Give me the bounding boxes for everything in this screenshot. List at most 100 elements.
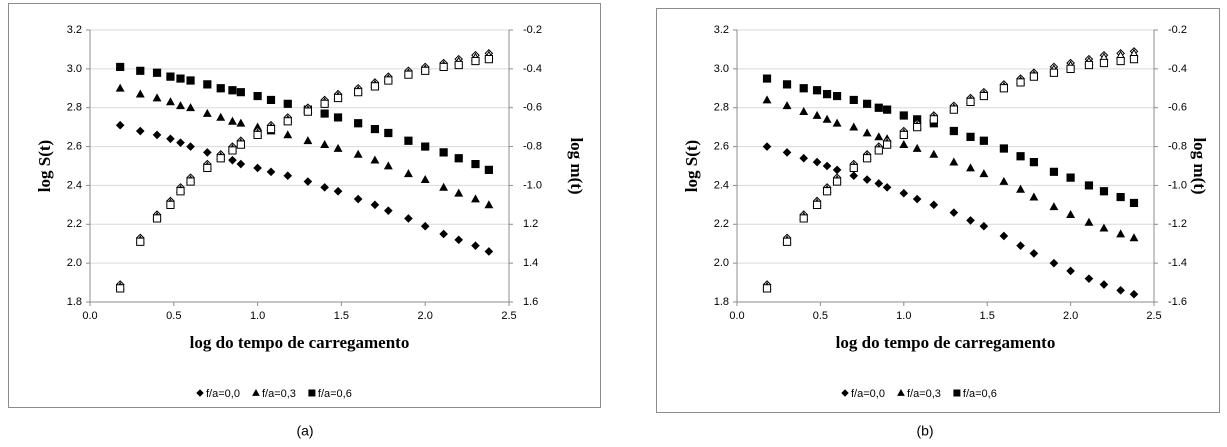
point <box>1116 192 1125 202</box>
point <box>762 95 772 104</box>
point <box>782 237 792 246</box>
point <box>1029 192 1039 201</box>
point <box>1066 173 1075 182</box>
point <box>1066 266 1075 276</box>
y2-tick-label: -0.8 <box>523 140 542 152</box>
panel-frame <box>8 3 601 408</box>
point <box>333 186 343 196</box>
point <box>832 177 842 186</box>
point <box>979 221 989 231</box>
point <box>471 241 480 250</box>
point <box>333 143 343 152</box>
point <box>176 187 185 196</box>
legend-marker <box>308 389 316 397</box>
legend-marker <box>841 389 849 397</box>
y-tick-label: 2.0 <box>714 257 729 269</box>
point <box>186 177 195 186</box>
y2-tick-label: -0.4 <box>1168 63 1187 75</box>
point <box>966 132 975 141</box>
point <box>253 91 262 101</box>
point <box>1049 258 1059 268</box>
y-tick-label: 3.0 <box>67 63 82 75</box>
legend-marker <box>897 388 905 396</box>
point <box>216 154 225 163</box>
point <box>822 187 832 196</box>
point <box>484 247 494 256</box>
point <box>1016 184 1026 193</box>
point <box>782 148 792 157</box>
point <box>762 284 772 293</box>
point <box>863 99 872 108</box>
point <box>176 74 185 83</box>
point <box>384 206 393 215</box>
point <box>320 183 329 192</box>
point <box>799 84 808 93</box>
point <box>1099 280 1109 289</box>
point <box>236 88 245 97</box>
point <box>812 200 822 209</box>
point <box>1129 233 1139 242</box>
point <box>822 90 832 99</box>
point <box>320 109 329 118</box>
point <box>253 163 262 173</box>
point <box>999 231 1009 241</box>
y-tick-label: 1.8 <box>67 296 82 308</box>
point <box>1016 152 1025 161</box>
point <box>404 70 413 79</box>
point <box>1129 198 1139 208</box>
point <box>353 149 363 158</box>
point <box>228 146 237 155</box>
point <box>979 136 988 145</box>
point <box>166 72 175 81</box>
point <box>135 89 145 98</box>
point <box>236 159 246 169</box>
y2-tick-label: -0.8 <box>1168 140 1187 152</box>
point <box>454 154 463 163</box>
point <box>849 95 858 105</box>
point <box>1084 274 1094 283</box>
point <box>354 88 363 97</box>
point <box>439 62 448 72</box>
point <box>454 188 464 197</box>
point <box>152 130 162 140</box>
point <box>899 130 908 140</box>
x-tick-label: 0.0 <box>729 310 744 322</box>
y-tick-label: 2.2 <box>67 218 82 230</box>
point <box>812 110 822 119</box>
y-tick-label: 3.2 <box>714 24 729 36</box>
point <box>912 143 922 152</box>
legend-label: f/a=0,3 <box>262 388 296 400</box>
point <box>421 66 430 75</box>
point <box>1016 241 1025 250</box>
point <box>266 124 276 134</box>
x-tick-label: 0.5 <box>166 310 181 322</box>
x-tick-label: 2.5 <box>501 310 516 322</box>
point <box>849 171 859 181</box>
point <box>116 284 125 293</box>
point <box>266 95 276 105</box>
caption: (a) <box>296 423 313 439</box>
point <box>439 229 448 239</box>
y2-axis-title: log m(t) <box>567 137 586 194</box>
point <box>862 128 872 137</box>
x-tick-label: 2.0 <box>418 310 433 322</box>
point <box>913 123 922 132</box>
y2-tick-label: -0.4 <box>523 63 542 75</box>
point <box>471 159 480 169</box>
point <box>136 66 145 75</box>
point <box>1016 78 1025 87</box>
point <box>421 142 430 151</box>
point <box>186 142 195 151</box>
point <box>303 107 312 116</box>
point <box>863 154 872 163</box>
point <box>1129 289 1139 299</box>
point <box>899 139 909 149</box>
point <box>912 194 922 204</box>
x-axis-title: log do tempo de carregamento <box>836 333 1056 352</box>
point <box>236 118 246 127</box>
point <box>1066 64 1075 73</box>
y2-tick-label: 1.4 <box>523 257 538 269</box>
legend-label: f/a=0,6 <box>963 388 997 400</box>
point <box>899 188 909 198</box>
